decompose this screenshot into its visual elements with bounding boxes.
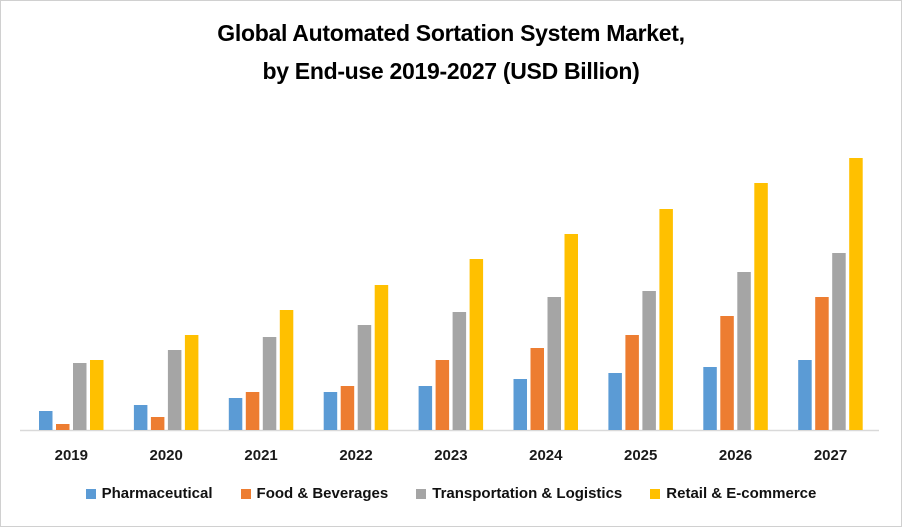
bar-transportation-and-logistics-2025	[642, 291, 656, 430]
legend-item-pharmaceutical: Pharmaceutical	[85, 485, 213, 502]
bar-retail-and-e-commerce-2027	[849, 158, 863, 430]
bar-retail-and-e-commerce-2024	[564, 234, 578, 430]
bar-transportation-and-logistics-2022	[357, 325, 372, 430]
bar-pharmaceutical-2027	[798, 360, 812, 430]
x-tick-label: 2021	[244, 447, 277, 464]
legend-item-food-and-beverages: Food & Beverages	[240, 485, 389, 502]
bar-food-and-beverages-2021	[245, 392, 260, 430]
bar-pharmaceutical-2025	[608, 373, 622, 430]
chart-title: Global Automated Sortation System Market…	[217, 20, 685, 46]
bar-transportation-and-logistics-2026	[737, 272, 751, 430]
bar-food-and-beverages-2024	[530, 348, 544, 430]
bar-pharmaceutical-2020	[133, 405, 148, 430]
bar-transportation-and-logistics-2024	[547, 297, 561, 430]
legend-label: Retail & E-commerce	[666, 485, 817, 502]
bar-pharmaceutical-2022	[323, 392, 338, 430]
bar-transportation-and-logistics-2021	[262, 337, 277, 430]
bar-pharmaceutical-2024	[513, 379, 527, 430]
legend-swatch	[416, 488, 427, 499]
bar-retail-and-e-commerce-2021	[279, 310, 294, 430]
bar-pharmaceutical-2021	[228, 398, 243, 430]
legend-swatch	[650, 488, 661, 499]
bar-transportation-and-logistics-2019	[73, 363, 87, 430]
chart-subtitle: by End-use 2019-2027 (USD Billion)	[262, 58, 640, 84]
legend-label: Pharmaceutical	[101, 485, 213, 502]
bar-food-and-beverages-2027	[815, 297, 829, 430]
bar-food-and-beverages-2019	[56, 424, 70, 430]
legend-label: Food & Beverages	[256, 485, 389, 502]
bar-food-and-beverages-2023	[435, 360, 450, 430]
bar-pharmaceutical-2023	[418, 386, 433, 430]
bar-retail-and-e-commerce-2026	[754, 183, 768, 430]
bar-food-and-beverages-2026	[720, 316, 734, 430]
x-tick-label: 2024	[529, 447, 563, 464]
x-tick-label: 2025	[624, 447, 657, 464]
x-tick-label: 2022	[339, 447, 372, 464]
x-tick-labels: 2019 2020 2021 2022 2023 2024 2025 2026 2027	[55, 447, 848, 464]
bar-food-and-beverages-2022	[340, 386, 355, 430]
legend-swatch	[240, 488, 251, 499]
x-tick-label: 2019	[55, 447, 88, 464]
bar-retail-and-e-commerce-2023	[469, 259, 484, 430]
x-tick-label: 2026	[719, 447, 752, 464]
bar-food-and-beverages-2025	[625, 335, 639, 430]
legend-swatch	[85, 488, 96, 499]
legend-item-retail-and-e-commerce: Retail & E-commerce	[650, 485, 816, 502]
x-tick-label: 2023	[434, 447, 467, 464]
bar-transportation-and-logistics-2023	[452, 312, 467, 430]
bar-retail-and-e-commerce-2025	[659, 209, 673, 430]
bar-pharmaceutical-2019	[39, 411, 53, 430]
x-tick-label: 2020	[150, 447, 183, 464]
legend-label: Transportation & Logistics	[432, 485, 623, 502]
bar-retail-and-e-commerce-2022	[374, 285, 389, 430]
bar-transportation-and-logistics-2027	[832, 253, 846, 430]
x-tick-label: 2027	[814, 447, 847, 464]
bars-group	[39, 158, 863, 430]
bar-food-and-beverages-2020	[150, 417, 165, 430]
bar-retail-and-e-commerce-2020	[184, 335, 199, 430]
bar-transportation-and-logistics-2020	[167, 350, 182, 430]
legend-item-transportation-and-logistics: Transportation & Logistics	[416, 485, 622, 502]
bar-pharmaceutical-2026	[703, 367, 717, 430]
bar-retail-and-e-commerce-2019	[90, 360, 104, 430]
legend: Pharmaceutical Food & Beverages Transporta…	[0, 485, 902, 502]
